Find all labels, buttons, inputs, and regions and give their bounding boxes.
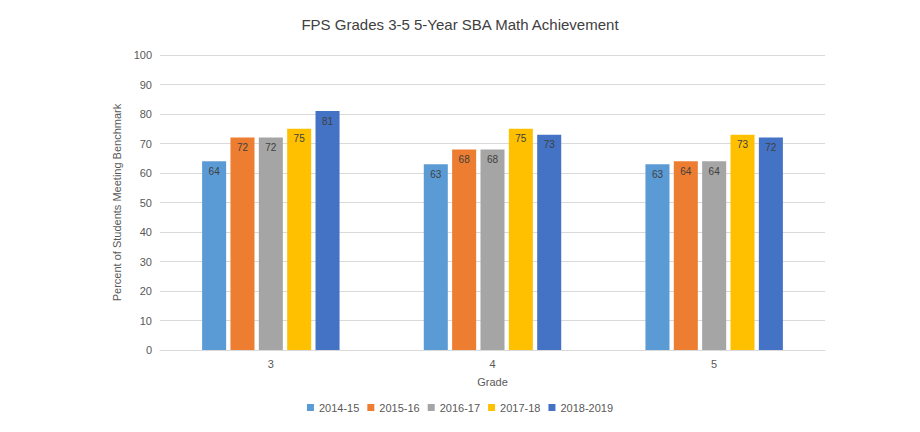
svg-text:2015-16: 2015-16 xyxy=(379,402,419,414)
svg-text:60: 60 xyxy=(140,167,152,179)
svg-text:FPS Grades 3-5 5-Year SBA Math: FPS Grades 3-5 5-Year SBA Math Achieveme… xyxy=(301,16,619,33)
svg-text:72: 72 xyxy=(765,142,777,153)
svg-text:Percent of Students Meeting Be: Percent of Students Meeting Benchmark xyxy=(111,103,123,301)
svg-text:70: 70 xyxy=(140,138,152,150)
svg-text:30: 30 xyxy=(140,256,152,268)
svg-text:5: 5 xyxy=(711,358,717,370)
svg-text:68: 68 xyxy=(487,154,499,165)
svg-text:73: 73 xyxy=(737,139,749,150)
svg-text:81: 81 xyxy=(322,116,334,127)
svg-text:0: 0 xyxy=(146,344,152,356)
svg-text:3: 3 xyxy=(268,358,274,370)
svg-text:40: 40 xyxy=(140,226,152,238)
svg-text:2016-17: 2016-17 xyxy=(440,402,480,414)
svg-text:2014-15: 2014-15 xyxy=(319,402,359,414)
svg-text:72: 72 xyxy=(265,142,277,153)
svg-text:68: 68 xyxy=(459,154,471,165)
svg-text:73: 73 xyxy=(544,139,556,150)
svg-text:10: 10 xyxy=(140,315,152,327)
svg-text:100: 100 xyxy=(134,49,152,61)
svg-text:20: 20 xyxy=(140,285,152,297)
svg-text:50: 50 xyxy=(140,197,152,209)
svg-text:64: 64 xyxy=(709,166,721,177)
svg-text:2018-2019: 2018-2019 xyxy=(560,402,613,414)
svg-text:75: 75 xyxy=(294,133,306,144)
svg-text:80: 80 xyxy=(140,108,152,120)
svg-text:63: 63 xyxy=(652,169,664,180)
svg-text:4: 4 xyxy=(489,358,495,370)
svg-text:90: 90 xyxy=(140,79,152,91)
svg-text:2017-18: 2017-18 xyxy=(500,402,540,414)
svg-text:72: 72 xyxy=(237,142,249,153)
svg-text:64: 64 xyxy=(209,166,221,177)
svg-text:75: 75 xyxy=(515,133,527,144)
svg-text:Grade: Grade xyxy=(477,376,508,388)
svg-text:63: 63 xyxy=(430,169,442,180)
svg-text:64: 64 xyxy=(680,166,692,177)
